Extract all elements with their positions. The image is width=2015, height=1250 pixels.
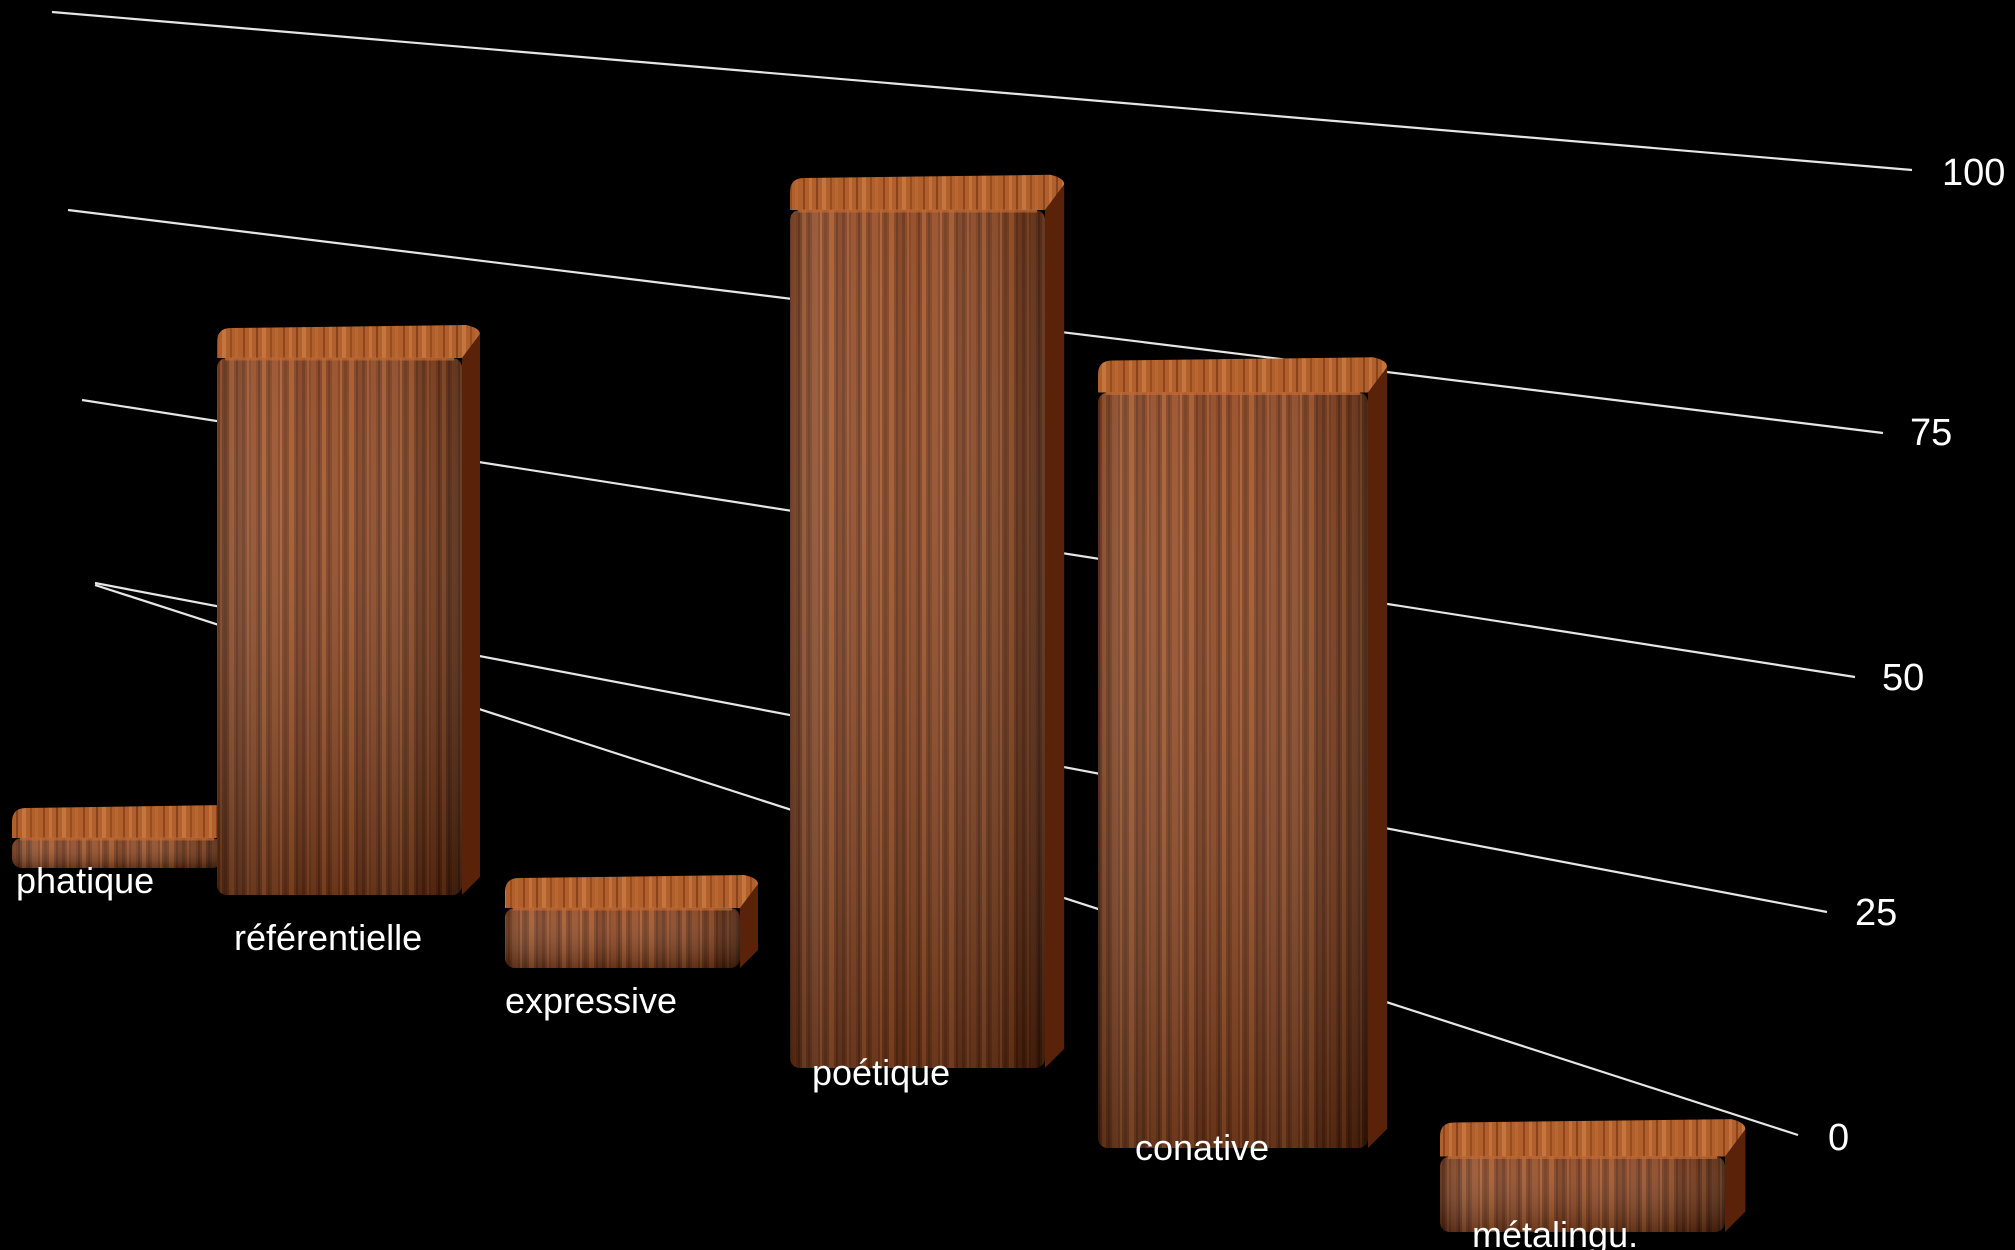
category-label-phatique: phatique [16,860,154,901]
category-labels: phatique référentielle expressive poétique c… [16,860,1638,1250]
y-axis-ticks: 0 25 50 75 100 [1828,152,2005,1159]
gridline-100 [51,10,1913,172]
bar-poétique [790,174,1065,1068]
bar-expressive [505,875,758,968]
category-label-poétique: poétique [812,1052,950,1093]
bar-métalingu. [1440,1119,1746,1232]
bar-conative [1098,357,1388,1148]
category-label-métalingu.: métalingu. [1472,1214,1638,1250]
y-tick-label-25: 25 [1855,892,1897,934]
category-label-référentielle: référentielle [234,917,422,958]
y-tick-label-75: 75 [1910,412,1952,454]
category-label-expressive: expressive [505,980,677,1021]
category-label-conative: conative [1135,1127,1269,1168]
y-tick-label-0: 0 [1828,1117,1849,1159]
y-tick-label-50: 50 [1882,657,1924,699]
bars [12,174,1746,1232]
bar-référentielle [217,325,480,895]
y-tick-label-100: 100 [1942,152,2005,194]
bar-phatique [12,805,240,868]
